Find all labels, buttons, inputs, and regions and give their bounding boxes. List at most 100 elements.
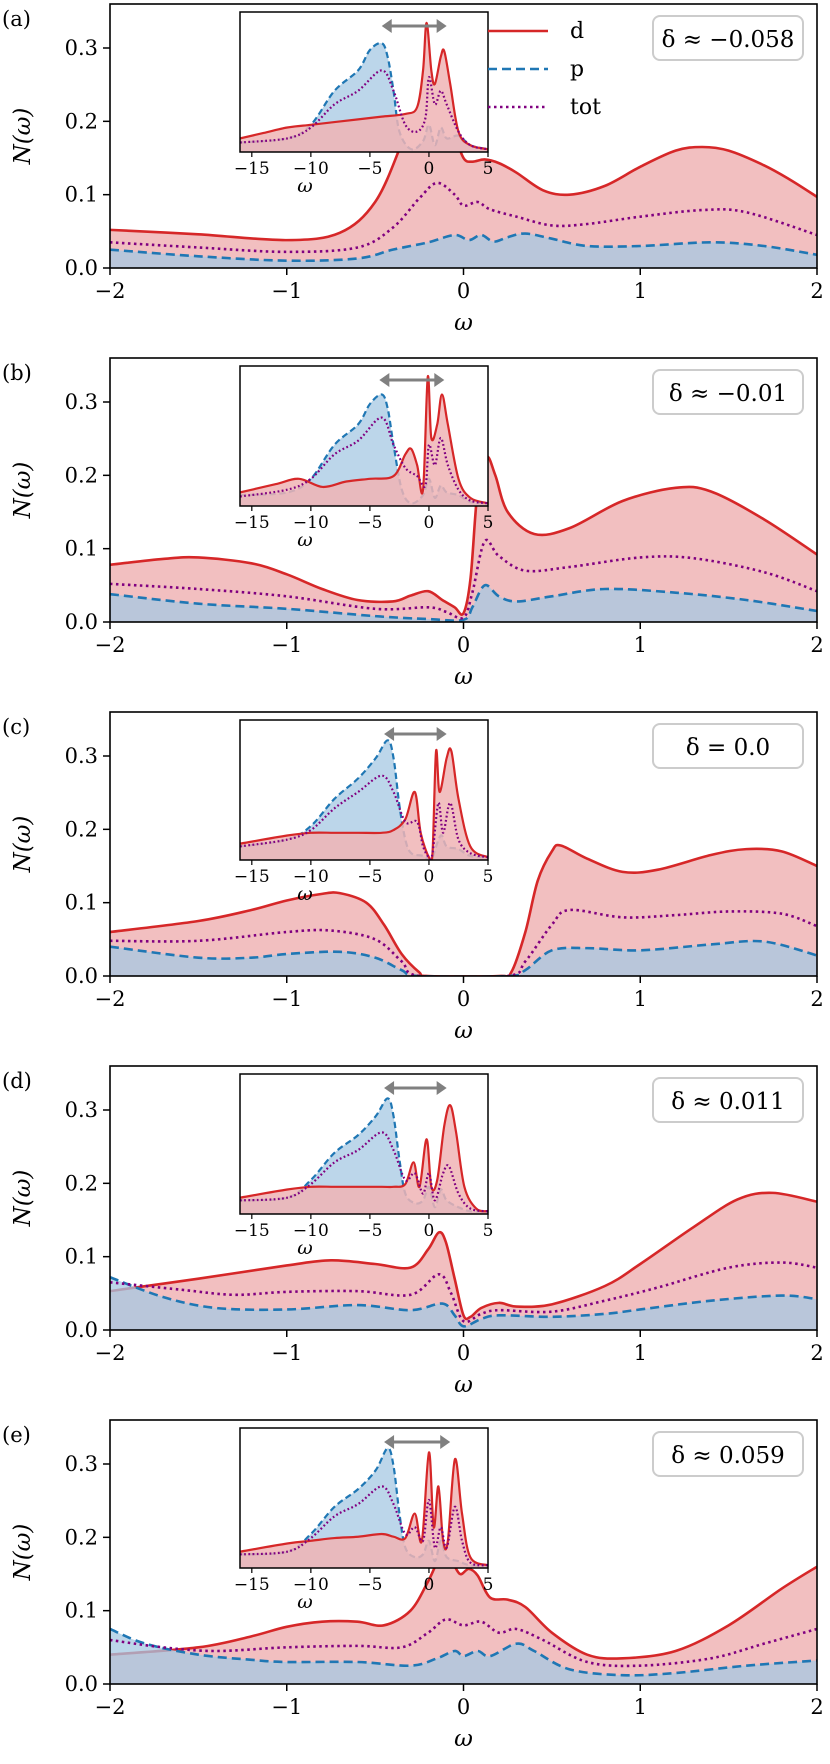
inset-series-group [240,1447,488,1568]
y-tick-label: 0.3 [65,1098,98,1122]
series-p-line [110,583,817,622]
series-p-area [240,740,488,860]
inset-x-axis-title: ω [297,1237,313,1259]
series-tot-line [110,538,817,620]
inset-x-tick-label: 0 [424,1221,435,1241]
inset-x-tick-label: 0 [424,159,435,179]
series-tot-line [110,181,817,254]
inset-x-tick-label: −15 [234,1221,270,1241]
range-arrow-right-head [434,373,445,387]
series-group [110,1191,817,1330]
x-tick-label: −1 [271,987,302,1011]
y-tick-label: 0.3 [65,390,98,414]
y-tick-label: 0.2 [65,1525,98,1549]
series-tot-line [240,416,488,505]
y-tick-label: 0.1 [65,183,98,207]
y-tick-label: 0.0 [65,610,98,634]
inset-x-tick-label: −15 [234,867,270,887]
inset-series-group [240,1097,488,1214]
series-tot-line [110,908,817,976]
x-tick-label: −1 [271,1341,302,1365]
series-d-line [240,1104,488,1213]
parameter-badge-text: δ ≈ −0.058 [662,27,795,53]
x-tick-label: 0 [457,279,470,303]
series-group [110,1554,817,1684]
y-tick-label: 0.2 [65,817,98,841]
parameter-badge-text: δ ≈ 0.059 [671,1443,785,1469]
inset-x-tick-label: −5 [357,867,382,887]
x-tick-label: 2 [810,279,823,303]
inset-x-tick-label: 0 [424,513,435,533]
series-p-line [240,739,488,860]
series-p-area [110,941,817,976]
inset-x-tick-label: −15 [234,513,270,533]
range-arrow-left-head [384,1435,395,1449]
x-axis-title: ω [454,1018,473,1044]
x-tick-label: 0 [457,1341,470,1365]
x-tick-label: 1 [634,279,647,303]
x-axis-title: ω [454,310,473,336]
y-tick-label: 0.1 [65,537,98,561]
y-tick-label: 0.1 [65,891,98,915]
series-p-area [240,42,488,152]
chart-panel-c: −2 −1 0 1 20.00.10.20.3ωN(ω)(c)δ = 0.0−15 −10… [2,711,824,1044]
inset-x-axis-title: ω [297,529,313,551]
inset-frame [239,1073,489,1215]
y-axis-title: N(ω) [10,816,36,874]
range-arrow-left-head [381,19,392,33]
range-arrow-right-head [436,1081,447,1095]
inset-x-tick-label: −5 [357,513,382,533]
x-tick-label: 1 [634,1341,647,1365]
series-d-line [110,1191,817,1321]
range-arrow-right-head [436,727,447,741]
chart-panel-d: −2 −1 0 1 20.00.10.20.3ωN(ω)(d)δ ≈ 0.011−15−… [2,1065,824,1398]
series-d-line [110,843,817,976]
x-tick-label: −2 [95,987,126,1011]
series-d-line [240,375,488,505]
inset-plot: −15 −10 −5 0 5 ω [234,11,493,197]
inset-plot: −15 −10 −5 0 5 ω [234,719,493,905]
x-tick-label: −2 [95,1695,126,1719]
series-p-line [110,232,817,263]
inset-x-tick-label: 0 [424,1575,435,1595]
x-tick-label: 2 [810,1341,823,1365]
series-p-area [240,1098,488,1214]
inset-x-tick-label: −5 [357,159,382,179]
x-tick-label: 2 [810,633,823,657]
chart-panel-a: −2 −1 0 1 20.00.10.20.3ωN(ω)(a)δ ≈ −0.058−15… [2,3,824,336]
series-p-area [110,585,817,622]
range-arrow-left-head [384,727,395,741]
panel-label: (c) [2,715,30,739]
series-tot-line [240,1131,488,1213]
series-d-line [240,21,488,151]
inset-x-tick-label: −10 [293,1221,329,1241]
x-axis-title: ω [454,1726,473,1752]
x-tick-label: −1 [271,279,302,303]
parameter-badge [652,1077,804,1123]
y-tick-label: 0.3 [65,1452,98,1476]
inset-frame [239,1427,489,1569]
x-tick-label: −2 [95,633,126,657]
inset-x-tick-label: 5 [483,1575,494,1595]
y-tick-label: 0.0 [65,964,98,988]
legend-label-tot: tot [570,95,601,120]
inset-x-tick-label: −10 [293,513,329,533]
series-p-line [110,1275,817,1328]
series-p-area [240,394,488,506]
inset-x-tick-label: 0 [424,867,435,887]
series-p-area [240,1448,488,1568]
inset-plot: −15 −10 −5 0 5 ω [234,1427,494,1613]
parameter-badge [652,1431,804,1477]
series-d-line [110,1554,817,1660]
series-group [110,76,817,268]
panel-label: (d) [2,1069,32,1093]
x-tick-label: −2 [95,279,126,303]
y-tick-label: 0.3 [65,744,98,768]
y-tick-label: 0.2 [65,463,98,487]
inset-x-tick-label: −15 [234,159,270,179]
series-d-area [110,1192,817,1330]
parameter-badge-text: δ = 0.0 [686,735,770,761]
series-d-line [110,76,817,242]
x-tick-label: 0 [457,1695,470,1719]
parameter-badge [652,369,804,415]
